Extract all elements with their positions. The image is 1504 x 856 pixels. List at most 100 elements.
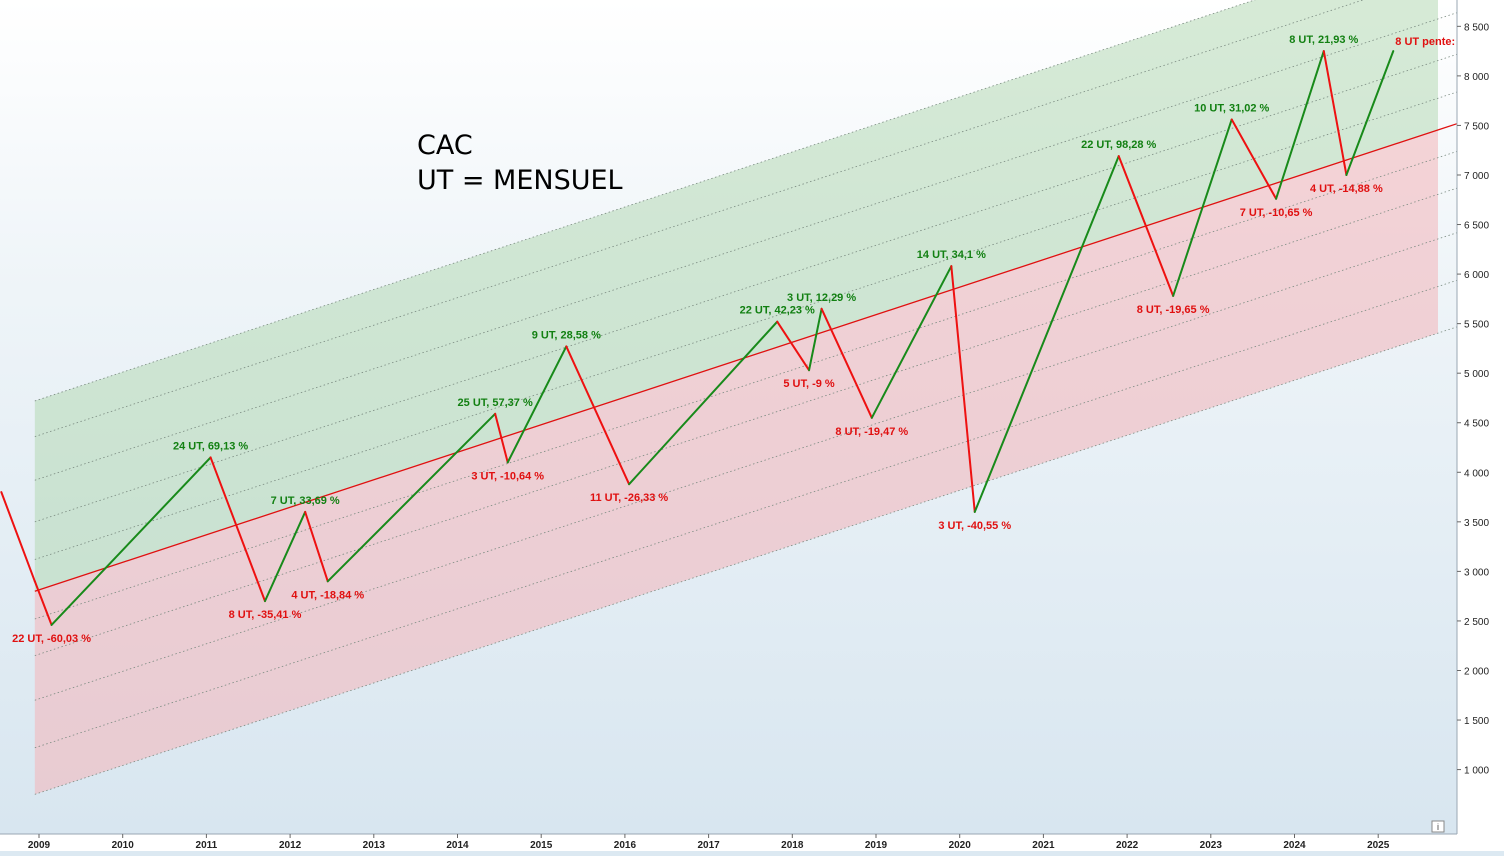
segment-label-7: 9 UT, 28,58 %	[532, 329, 601, 341]
channel-line-6	[34, 187, 1458, 656]
segment-label-4: 4 UT, -18,84 %	[291, 589, 364, 601]
segment-label-13: 14 UT, 34,1 %	[917, 249, 986, 261]
price-axis: 1 000 1 500 2 000 2 500 3 000 3 500 4 000 4 500…	[1457, 22, 1489, 777]
price-segments	[0, 50, 1395, 626]
y-tick-label-0: 1 000	[1464, 766, 1489, 777]
price-segment-8	[506, 345, 568, 464]
y-tick-label-7: 4 500	[1464, 419, 1489, 430]
segment-label-12: 8 UT, -19,47 %	[835, 426, 908, 438]
x-tick-label-7: 2016	[614, 840, 637, 851]
y-tick-label-4: 3 000	[1464, 567, 1489, 578]
x-tick-label-8: 2017	[697, 840, 720, 851]
price-segment-1	[33, 580, 53, 626]
price-segment-9	[565, 345, 631, 486]
price-segment-17	[1117, 155, 1175, 297]
price-segment-6	[326, 412, 497, 583]
segment-label-20: 4 UT, -14,88 %	[1310, 183, 1383, 195]
y-tick-label-11: 6 500	[1464, 221, 1489, 232]
y-tick-label-5: 3 500	[1464, 518, 1489, 529]
y-tick-label-10: 6 000	[1464, 270, 1489, 281]
segment-label-1: 24 UT, 69,13 %	[173, 440, 248, 452]
segment-label-9: 22 UT, 42,23 %	[740, 305, 815, 317]
price-segment-11	[776, 320, 811, 372]
segment-label-15: 22 UT, 98,28 %	[1081, 139, 1156, 151]
price-segment-4	[263, 510, 307, 603]
y-tick-label-9: 5 500	[1464, 320, 1489, 331]
price-segment-3	[209, 456, 266, 603]
price-segment-0	[0, 491, 36, 583]
x-tick-label-15: 2024	[1283, 840, 1306, 851]
segment-label-18: 7 UT, -10,65 %	[1240, 207, 1313, 219]
y-tick-label-12: 7 000	[1464, 171, 1489, 182]
segment-label-16: 8 UT, -19,65 %	[1137, 304, 1210, 316]
y-tick-label-1: 1 500	[1464, 716, 1489, 727]
channel-upper-fill	[34, 0, 1438, 592]
time-axis: 2009 2010 2011 2012 2013 2014 2015 2016 2017 2018…	[28, 834, 1390, 851]
x-tick-label-1: 2010	[112, 840, 135, 851]
price-segment-19	[1230, 118, 1278, 200]
annotation-line-2: UT = MENSUEL	[417, 165, 623, 196]
channel-line-8	[34, 279, 1458, 749]
x-tick-label-4: 2013	[363, 840, 386, 851]
info-icon: i	[1437, 822, 1439, 832]
x-tick-label-13: 2022	[1116, 840, 1139, 851]
x-tick-label-12: 2021	[1032, 840, 1055, 851]
x-tick-label-0: 2009	[28, 840, 51, 851]
segment-labels: 22 UT, -60,03 % 24 UT, 69,13 % 8 UT, -35,4…	[12, 34, 1455, 645]
y-tick-label-8: 5 000	[1464, 369, 1489, 380]
price-segment-16	[973, 155, 1120, 513]
channel-lower-fill	[34, 129, 1439, 795]
segment-label-14: 3 UT, -40,55 %	[938, 520, 1011, 532]
x-tick-label-3: 2012	[279, 840, 302, 851]
channel-line-1	[34, 53, 1458, 523]
segment-label-10: 5 UT, -9 %	[783, 378, 835, 390]
annotation-line-1: CAC	[417, 130, 473, 161]
price-segment-21	[1322, 50, 1348, 176]
channel-line-7	[34, 232, 1458, 701]
y-tick-label-3: 2 500	[1464, 617, 1489, 628]
y-tick-label-15: 8 500	[1464, 22, 1489, 33]
segment-label-6: 3 UT, -10,64 %	[471, 470, 544, 482]
price-segment-5	[304, 510, 329, 583]
x-tick-label-5: 2014	[446, 840, 469, 851]
segment-label-21: 8 UT pente:	[1395, 36, 1455, 48]
price-segment-22	[1345, 50, 1395, 176]
price-segment-7	[494, 412, 509, 464]
x-tick-label-2: 2011	[196, 840, 218, 851]
price-segment-18	[1172, 118, 1233, 297]
segment-label-11: 3 UT, 12,29 %	[787, 292, 856, 304]
channel-line-0	[34, 91, 1458, 560]
y-tick-label-14: 8 000	[1464, 72, 1489, 83]
x-tick-label-10: 2019	[865, 840, 888, 851]
channel-line-2	[34, 12, 1458, 481]
price-segment-2	[50, 456, 212, 626]
price-segment-12	[808, 307, 823, 372]
x-tick-label-14: 2023	[1200, 840, 1223, 851]
x-tick-label-6: 2015	[530, 840, 553, 851]
segment-label-0: 22 UT, -60,03 %	[12, 633, 91, 645]
chart-annotation: CAC UT = MENSUEL	[417, 128, 623, 198]
info-button[interactable]: i	[1431, 820, 1445, 833]
price-segment-20	[1275, 50, 1325, 200]
regression-channel	[34, 0, 1458, 795]
channel-line-3	[34, 0, 1365, 437]
channel-line-5	[34, 151, 1458, 620]
segment-label-2: 8 UT, -35,41 %	[229, 609, 302, 621]
x-tick-label-11: 2020	[949, 840, 972, 851]
segment-label-17: 10 UT, 31,02 %	[1194, 102, 1269, 114]
price-segment-13	[820, 307, 873, 419]
price-segment-10	[628, 320, 779, 486]
channel-line-4	[34, 0, 1256, 402]
segment-label-5: 25 UT, 57,37 %	[458, 397, 533, 409]
x-tick-label-16: 2025	[1367, 840, 1390, 851]
segment-label-8: 11 UT, -26,33 %	[590, 492, 668, 504]
price-segment-14	[870, 265, 953, 419]
y-tick-label-2: 2 000	[1464, 666, 1489, 677]
price-segment-15	[950, 265, 976, 513]
channel-line-9	[34, 326, 1458, 795]
segment-label-19: 8 UT, 21,93 %	[1289, 34, 1358, 46]
y-tick-label-6: 4 000	[1464, 468, 1489, 479]
segment-label-3: 7 UT, 33,69 %	[271, 495, 340, 507]
